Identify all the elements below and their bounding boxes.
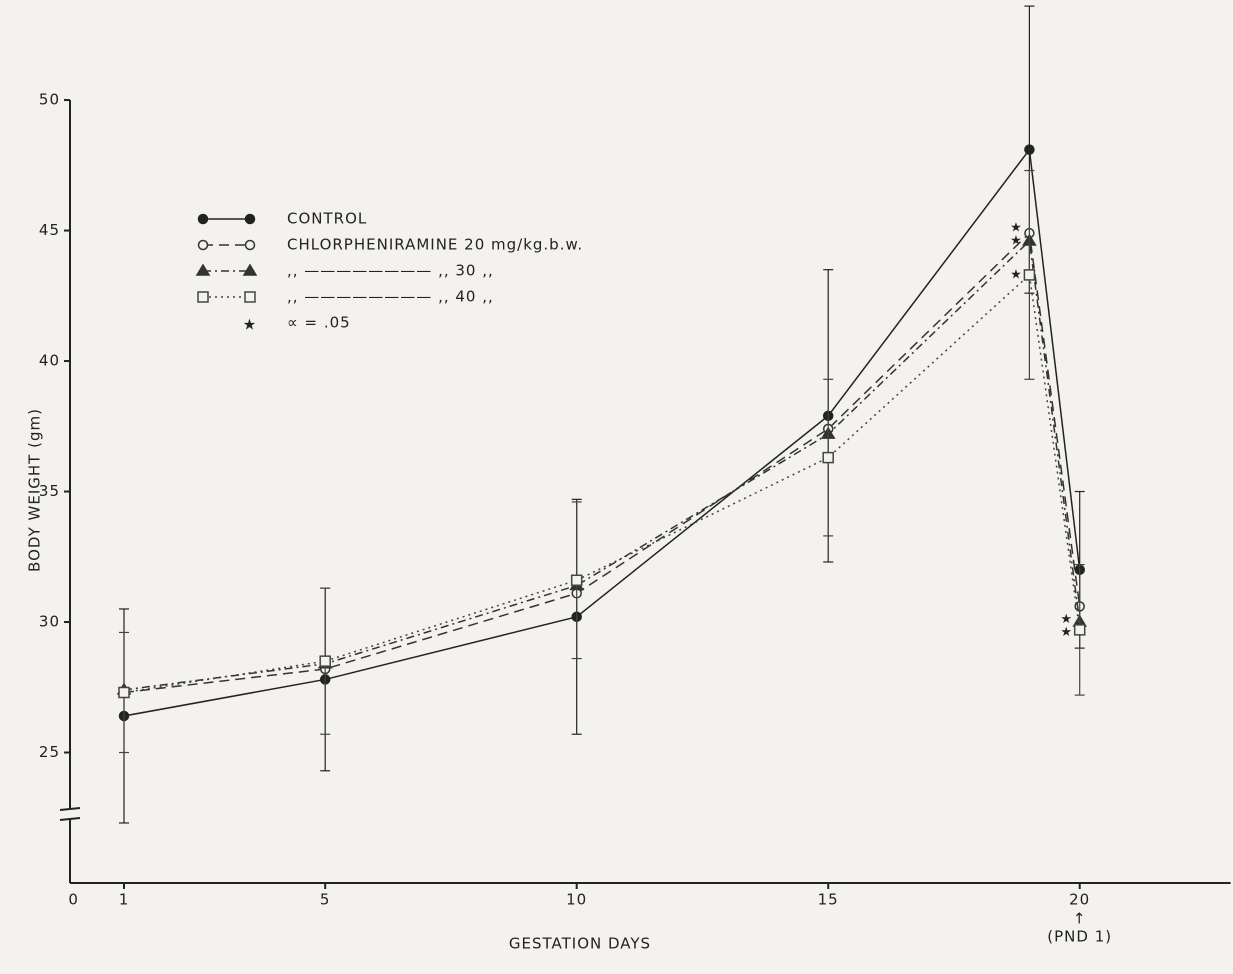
y-axis-label: BODY WEIGHT (gm) xyxy=(26,408,44,572)
legend-star: ★ xyxy=(243,316,257,334)
significance-mark: ★ xyxy=(1010,220,1023,235)
marker xyxy=(244,291,256,303)
marker xyxy=(1024,144,1035,155)
marker xyxy=(197,239,209,251)
x-tick-label: 10 xyxy=(566,891,587,909)
axis-break xyxy=(59,807,81,811)
marker xyxy=(319,655,331,667)
axis-break xyxy=(59,817,81,821)
y-tick-label: 25 xyxy=(39,743,60,761)
marker xyxy=(242,263,258,276)
y-tick-label: 50 xyxy=(39,91,60,109)
legend-label: ,, ———————— ,, 40 ,, xyxy=(287,288,494,306)
marker xyxy=(1073,624,1086,636)
marker xyxy=(1023,269,1036,281)
legend-label: ∝ = .05 xyxy=(287,314,351,332)
y-tick-label: 35 xyxy=(39,482,60,500)
series-line xyxy=(123,239,1081,691)
x-tick-label: 15 xyxy=(818,891,839,909)
y-tick-label: 30 xyxy=(39,613,60,631)
x-annotation: ↑ xyxy=(1073,910,1087,928)
marker xyxy=(118,686,130,699)
series-line xyxy=(123,273,1081,694)
x-tick-label: 0 xyxy=(68,891,79,909)
x-tick-label: 1 xyxy=(119,891,130,909)
marker xyxy=(244,239,256,251)
x-annotation-sub: (PND 1) xyxy=(1047,928,1112,946)
marker xyxy=(570,574,583,587)
marker xyxy=(197,213,209,225)
marker xyxy=(822,451,834,464)
significance-mark: ★ xyxy=(1060,625,1073,640)
legend-label: ,, ———————— ,, 30 ,, xyxy=(287,262,494,280)
x-tick-label: 20 xyxy=(1069,891,1090,909)
significance-mark: ★ xyxy=(1010,267,1023,282)
significance-mark: ★ xyxy=(1010,233,1023,248)
marker xyxy=(244,213,256,225)
y-tick-label: 45 xyxy=(39,221,60,239)
series-line xyxy=(123,231,1081,694)
x-tick-label: 5 xyxy=(320,891,331,909)
x-axis-label: GESTATION DAYS xyxy=(509,935,651,953)
series-line xyxy=(123,147,1081,717)
legend-label: CONTROL xyxy=(287,210,367,228)
legend-label: CHLORPHENIRAMINE 20 mg/kg.b.w. xyxy=(287,236,583,254)
marker xyxy=(195,263,211,276)
y-tick-label: 40 xyxy=(39,352,60,370)
marker xyxy=(197,291,209,303)
significance-mark: ★ xyxy=(1060,612,1073,627)
